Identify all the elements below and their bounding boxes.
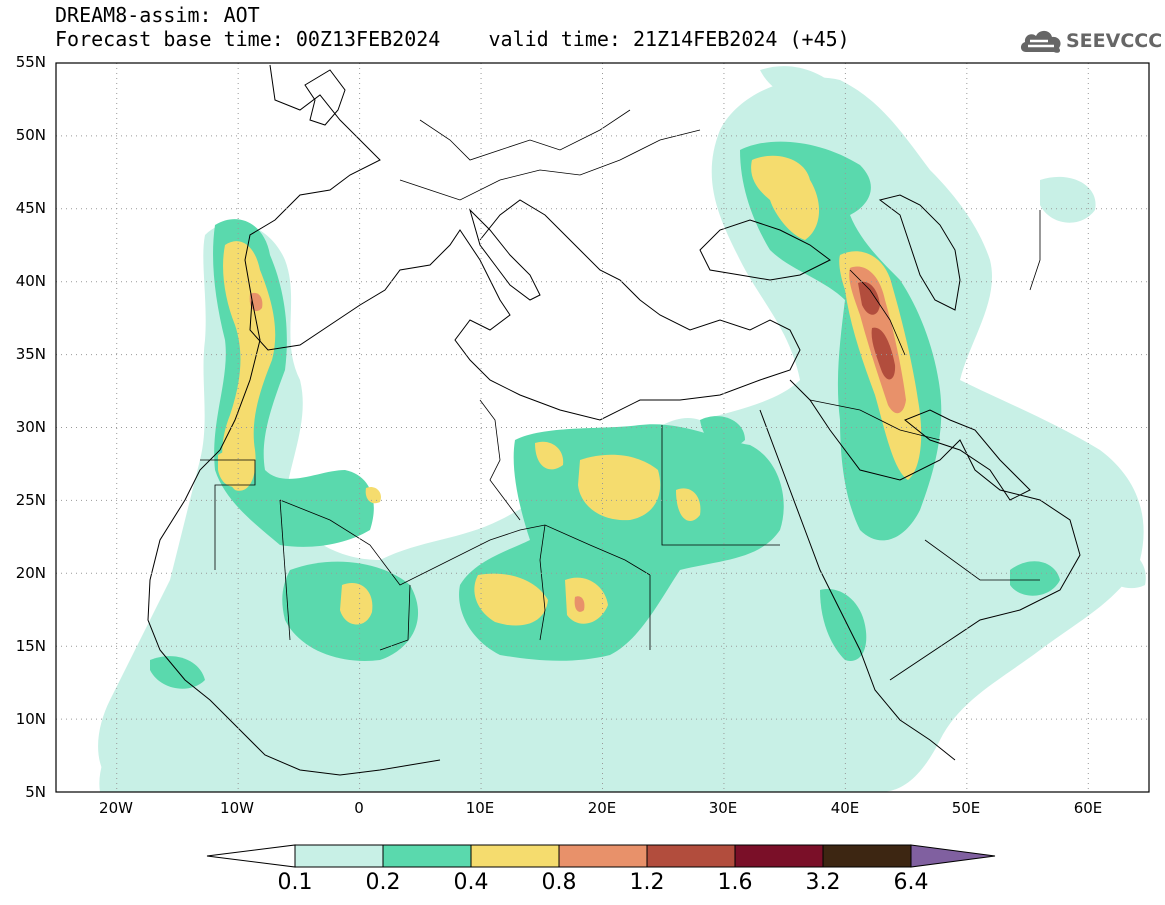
lat-label: 50N bbox=[15, 126, 46, 144]
graticule bbox=[56, 63, 1149, 792]
aot-field bbox=[98, 66, 1146, 792]
coastlines bbox=[147, 64, 1081, 776]
colorbar-box-3 bbox=[558, 844, 648, 868]
coastline-persian-gulf bbox=[904, 409, 1031, 501]
colorbar-label: 6.4 bbox=[893, 870, 929, 895]
colorbar-box-1 bbox=[382, 844, 472, 868]
colorbar-label: 1.2 bbox=[629, 870, 665, 895]
lon-label: 0 bbox=[354, 799, 364, 817]
aot-contour-algeria-small bbox=[365, 486, 381, 504]
aot-contour-libya-west bbox=[535, 441, 564, 470]
borders bbox=[200, 109, 1041, 651]
border-13 bbox=[399, 129, 701, 201]
aot-contour-west-africa-inner bbox=[150, 656, 205, 689]
colorbar-label: 3.2 bbox=[805, 870, 841, 895]
aot-contour-egypt bbox=[676, 488, 701, 522]
colorbar-label: 0.2 bbox=[365, 870, 401, 895]
valid-time: valid time: 21Z14FEB2024 (+45) bbox=[488, 27, 850, 51]
cloud-icon bbox=[1020, 30, 1061, 53]
aot-contour-north bbox=[760, 66, 860, 110]
colorbar-box-5 bbox=[734, 844, 824, 868]
colorbar-right-arrow bbox=[910, 844, 996, 868]
lon-label: 50E bbox=[951, 799, 981, 817]
border-10 bbox=[849, 269, 906, 356]
border-5 bbox=[539, 524, 546, 641]
border-3 bbox=[279, 499, 291, 641]
lon-label: 40E bbox=[830, 799, 860, 817]
lat-label: 25N bbox=[15, 491, 46, 509]
colorbar-label: 1.6 bbox=[717, 870, 753, 895]
colorbar-label: 0.8 bbox=[541, 870, 577, 895]
lat-label: 30N bbox=[15, 418, 46, 436]
border-9 bbox=[809, 399, 941, 441]
aot-contour-iraq-south-peak bbox=[871, 327, 896, 380]
border-7 bbox=[661, 425, 780, 546]
border-12 bbox=[1029, 210, 1041, 291]
lon-label: 10E bbox=[465, 799, 495, 817]
colorbar bbox=[206, 844, 996, 868]
colorbar-label: 0.1 bbox=[277, 870, 313, 895]
border-11 bbox=[924, 539, 1040, 581]
aot-contour-libya-east bbox=[578, 454, 661, 521]
lat-label: 45N bbox=[15, 199, 46, 217]
colorbar-left-arrow bbox=[206, 844, 296, 868]
colorbar-box-4 bbox=[646, 844, 736, 868]
border-8 bbox=[479, 399, 521, 521]
colorbar-box-2 bbox=[470, 844, 560, 868]
base-time: Forecast base time: 00Z13FEB2024 bbox=[55, 27, 441, 51]
border-14 bbox=[419, 109, 631, 161]
forecast-times: Forecast base time: 00Z13FEB2024 valid t… bbox=[55, 28, 850, 50]
lat-label: 15N bbox=[15, 637, 46, 655]
lon-label: 20W bbox=[99, 799, 133, 817]
aot-contour-libya bbox=[700, 416, 745, 449]
logo-text: SEEVCCC bbox=[1066, 30, 1163, 52]
coastline-britain bbox=[304, 69, 346, 126]
aot-contour-niger bbox=[474, 573, 548, 626]
coastline-black-sea bbox=[699, 219, 831, 281]
lat-label: 55N bbox=[15, 53, 46, 71]
seevccc-logo: SEEVCCC bbox=[1018, 24, 1162, 58]
lat-label: 10N bbox=[15, 710, 46, 728]
colorbar-label: 0.4 bbox=[453, 870, 489, 895]
lat-label: 40N bbox=[15, 272, 46, 290]
aot-contour-iraq-north-peak bbox=[858, 281, 880, 315]
lat-label: 35N bbox=[15, 345, 46, 363]
border-1 bbox=[200, 459, 256, 570]
colorbar-box-6 bbox=[822, 844, 912, 868]
lon-label: 10W bbox=[220, 799, 254, 817]
plot-frame bbox=[55, 62, 1150, 793]
lon-label: 30E bbox=[708, 799, 738, 817]
lon-label: 20E bbox=[587, 799, 617, 817]
map-title: DREAM8-assim: AOT bbox=[55, 3, 260, 27]
aot-contour-chad-peak bbox=[574, 596, 585, 612]
aot-contour-red-sea bbox=[820, 589, 867, 661]
lat-label: 20N bbox=[15, 564, 46, 582]
aot-contour-mali bbox=[340, 583, 373, 625]
border-4 bbox=[379, 584, 411, 651]
coastline-europe-africa bbox=[244, 64, 801, 421]
border-2 bbox=[279, 499, 651, 586]
aot-contour-oman bbox=[1010, 561, 1060, 596]
lon-label: 60E bbox=[1073, 799, 1103, 817]
aot-contour-chad bbox=[565, 577, 608, 624]
lat-label: 5N bbox=[25, 783, 46, 801]
aot-contour-arabian-sea bbox=[1095, 540, 1146, 589]
coastline-west-africa bbox=[147, 299, 441, 776]
coastline-italy bbox=[468, 208, 541, 301]
coastline-caspian bbox=[878, 194, 961, 311]
coastline-red-sea bbox=[759, 409, 956, 761]
colorbar-box-0 bbox=[294, 844, 384, 868]
aot-contour-caspian-north bbox=[751, 155, 820, 240]
aot-contour-caspian-east bbox=[1040, 176, 1096, 223]
